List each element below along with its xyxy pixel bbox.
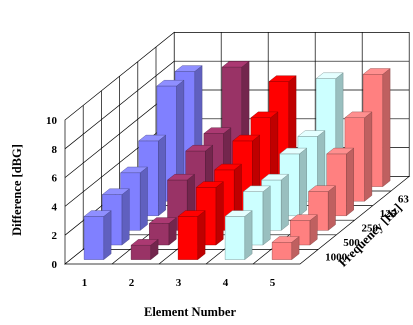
bar-top (138, 134, 167, 142)
bar-top (297, 130, 326, 137)
z-tick-label: 63 (398, 193, 410, 205)
bar-top (326, 147, 355, 155)
bar-top (166, 173, 196, 181)
z-tick-label: 500 (343, 237, 360, 249)
bar-front (83, 216, 105, 260)
bar-top (174, 65, 203, 72)
bar-front (177, 216, 199, 260)
bar-top (148, 217, 177, 224)
bar-side (139, 166, 148, 231)
bar-side (158, 134, 166, 217)
bar-top (221, 61, 250, 68)
bar-top (307, 185, 337, 192)
bar-top (279, 147, 308, 155)
x-tick-label: 2 (129, 277, 135, 289)
bar (344, 111, 373, 202)
bar-side (364, 111, 373, 202)
y-axis-label: Difference [dBG] (10, 144, 24, 236)
bar-top (242, 185, 271, 192)
bar-top (119, 166, 149, 174)
x-tick-label: 4 (223, 277, 229, 289)
bar (224, 210, 253, 261)
bar (271, 236, 300, 261)
z-tick-label: 250 (362, 223, 379, 235)
z-tick-label: 125 (380, 208, 397, 220)
bar-top (260, 173, 290, 181)
bar-side (215, 181, 224, 246)
bar-top (177, 210, 206, 217)
bar-front (130, 244, 152, 260)
bar-side (103, 210, 112, 261)
bar-top (156, 79, 185, 87)
bar-top (203, 127, 232, 134)
bar (83, 210, 112, 261)
y-tick-label: 8 (52, 144, 58, 156)
bar-top (250, 111, 279, 118)
x-tick-label: 1 (82, 277, 88, 289)
x-tick-label: 5 (270, 277, 276, 289)
y-tick-label: 2 (52, 230, 58, 242)
y-tick-label: 0 (52, 259, 58, 271)
bar-top (289, 214, 318, 221)
bar-top (271, 236, 300, 243)
bar-top (130, 239, 159, 246)
bar-top (83, 210, 112, 217)
bar-top (268, 75, 297, 82)
y-tick-label: 6 (52, 173, 58, 185)
x-axis-label: Element Number (144, 305, 236, 319)
bar-top (213, 163, 243, 171)
y-tick-label: 4 (52, 201, 58, 213)
bar-top (344, 111, 373, 118)
bar-top (315, 72, 344, 79)
bar-top (185, 144, 214, 152)
bar (130, 238, 159, 261)
bar-side (382, 68, 391, 188)
bar-front (224, 216, 246, 260)
bar-side (346, 147, 354, 217)
z-tick-label: 1000 (325, 252, 348, 264)
x-tick-label: 3 (176, 277, 182, 289)
y-tick-label: 10 (46, 115, 58, 127)
bar-side (262, 185, 271, 246)
bar-top (232, 134, 261, 142)
bar-side (281, 173, 289, 231)
bar-top (101, 188, 130, 195)
bar-side (244, 210, 253, 261)
bar-top (362, 68, 391, 75)
chart-bars (83, 60, 391, 261)
bar-side (121, 188, 130, 246)
bar-top (224, 210, 253, 217)
bar-front (271, 242, 292, 260)
bar-side (328, 185, 336, 231)
bar-side (197, 210, 206, 261)
bar-side (299, 147, 307, 217)
bar-top (195, 181, 224, 188)
bar (177, 210, 206, 261)
